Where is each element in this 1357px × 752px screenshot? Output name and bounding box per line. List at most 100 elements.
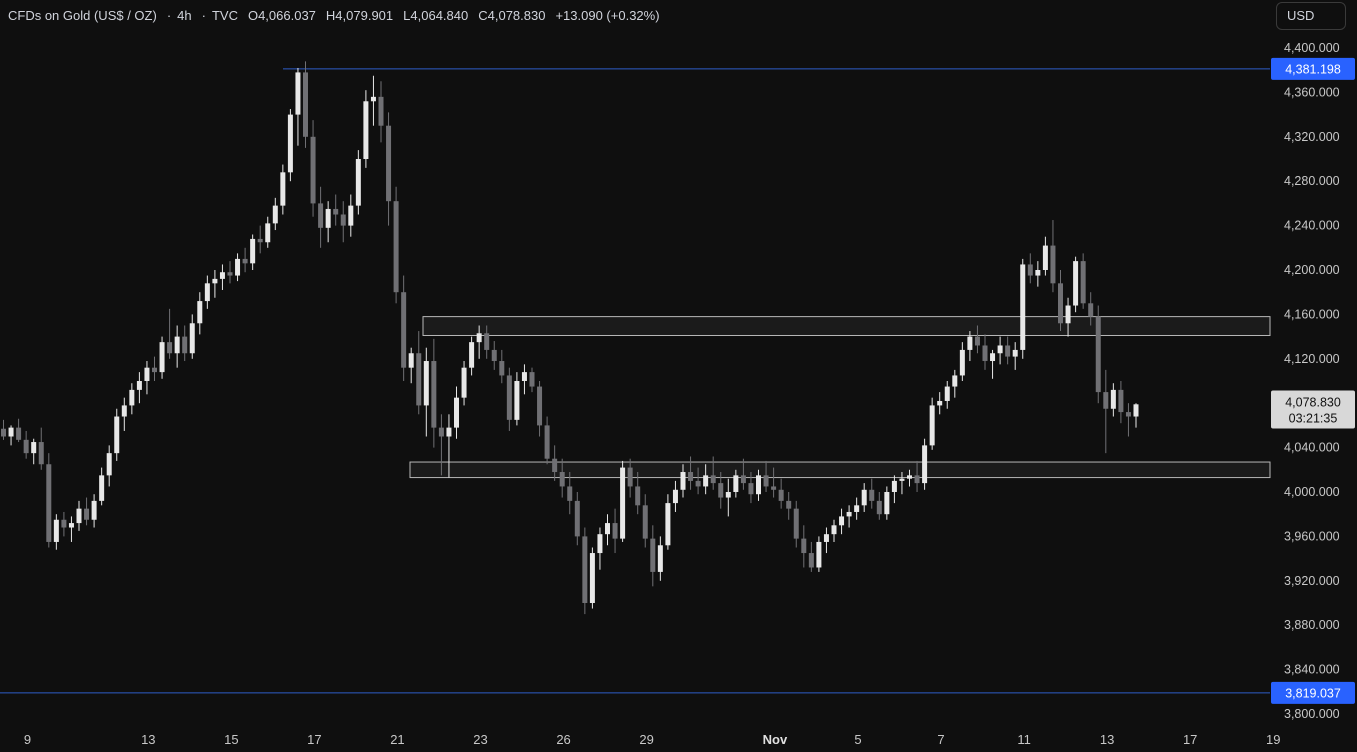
candle — [348, 194, 354, 237]
last-price-badge — [1271, 390, 1355, 429]
candle — [76, 500, 82, 531]
source-label: · TVC — [202, 8, 238, 23]
candle-body — [363, 101, 369, 159]
candle-body — [370, 96, 376, 102]
candle — [552, 445, 558, 481]
x-tick-label: 21 — [390, 732, 404, 747]
candle — [129, 383, 135, 415]
candle — [929, 397, 935, 450]
candle-body — [152, 367, 157, 373]
candle-body — [1095, 316, 1101, 393]
candle — [990, 349, 996, 379]
candle — [710, 456, 716, 490]
x-tick-label: 7 — [937, 732, 944, 747]
symbol-name[interactable]: CFDs on Gold (US$ / OZ) — [8, 8, 157, 23]
candle — [174, 325, 180, 368]
candle-body — [1020, 264, 1026, 350]
candle — [1073, 256, 1079, 313]
candle-body — [635, 486, 641, 506]
candle — [688, 456, 694, 490]
candle-body — [1125, 412, 1131, 417]
candle — [914, 460, 920, 492]
candle — [114, 408, 120, 461]
candle-body — [159, 342, 165, 373]
candle-body — [733, 475, 739, 492]
candle-body — [99, 475, 105, 501]
candle — [46, 453, 52, 548]
candle — [416, 331, 422, 415]
candle-body — [582, 536, 588, 603]
candle-body — [84, 508, 90, 520]
candle — [318, 186, 324, 248]
candle-body — [899, 478, 905, 481]
candle — [839, 508, 845, 535]
candle — [597, 527, 603, 570]
candle-body — [854, 505, 860, 512]
candle — [884, 486, 890, 520]
levels-layer — [0, 68, 1270, 694]
candle — [182, 325, 188, 362]
candle-body — [355, 159, 361, 206]
candle — [1065, 297, 1071, 337]
y-tick-label: 4,040.000 — [1284, 441, 1340, 455]
ohlc-low: L4,064.840 — [403, 8, 469, 23]
candle-body — [990, 353, 996, 362]
candle — [333, 194, 339, 226]
x-tick-label: 9 — [24, 732, 31, 747]
x-tick-label: 11 — [1017, 732, 1031, 747]
candle-body — [771, 486, 777, 490]
candle-body — [521, 372, 527, 381]
candle-body — [612, 523, 618, 539]
candle — [325, 201, 331, 243]
time-axis[interactable]: 9 13 15 17 21 23 26 29 Nov 5 7 11 13 17 19 — [24, 732, 1281, 747]
candle-body — [552, 458, 558, 473]
candle — [846, 505, 852, 528]
candle — [167, 308, 173, 359]
price-axis[interactable]: 4,400.000 4,360.000 4,320.000 4,280.000 4,24… — [1284, 41, 1340, 721]
candle-body — [333, 208, 339, 215]
candle-body — [121, 405, 127, 417]
candle-body — [710, 475, 716, 484]
candle — [574, 492, 580, 546]
candle — [408, 347, 414, 384]
candle-body — [91, 500, 97, 520]
candle — [1, 419, 6, 440]
candle — [544, 416, 550, 465]
interval-label[interactable]: · 4h — [167, 8, 192, 23]
candle — [672, 480, 678, 512]
candle — [537, 381, 543, 437]
candle — [627, 458, 633, 498]
candle — [8, 425, 14, 446]
candle — [1050, 220, 1056, 293]
candle-body — [914, 475, 920, 484]
candle — [899, 472, 905, 495]
candle — [16, 418, 22, 443]
candle-body — [340, 214, 346, 226]
candle-body — [378, 96, 384, 126]
candle — [854, 497, 860, 520]
candle-body — [174, 336, 180, 354]
candle — [1125, 403, 1131, 437]
candle-body — [1027, 264, 1033, 276]
upper-zone — [422, 316, 1271, 336]
candle-body — [212, 278, 218, 284]
candle — [454, 386, 459, 439]
candle-body — [544, 425, 550, 459]
candle-body — [703, 475, 709, 487]
y-tick-label: 3,960.000 — [1284, 529, 1340, 543]
candle — [718, 472, 724, 509]
candle — [1110, 383, 1116, 417]
candle-body — [242, 258, 248, 264]
candle — [1095, 305, 1101, 404]
candle-body — [386, 125, 392, 202]
candle — [91, 494, 97, 528]
currency-button[interactable]: USD — [1276, 2, 1346, 30]
candle-body — [589, 553, 595, 603]
candle-body — [559, 472, 565, 487]
candle — [461, 361, 467, 406]
candle — [197, 292, 203, 335]
candle — [1103, 369, 1109, 454]
x-tick-label: 19 — [1266, 732, 1280, 747]
candle — [23, 430, 29, 459]
